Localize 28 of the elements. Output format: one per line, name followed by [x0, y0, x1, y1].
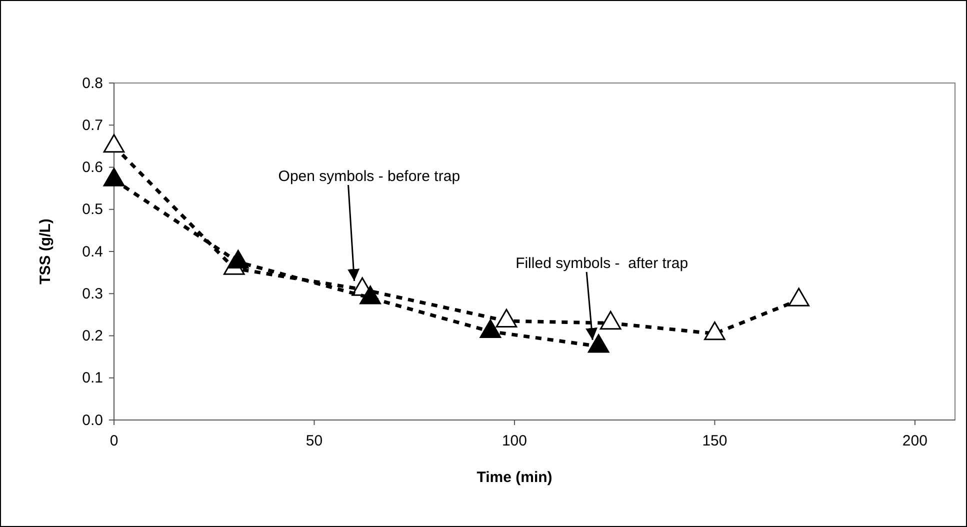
y-axis-title: TSS (g/L)	[37, 218, 54, 284]
point	[103, 168, 125, 186]
y-tick-label: 0.3	[82, 285, 103, 302]
point	[480, 319, 502, 338]
y-tick-label: 0.8	[82, 74, 103, 92]
y-tick-label: 0.4	[82, 243, 103, 260]
point	[600, 310, 622, 330]
x-axis-title: Time (min)	[476, 469, 552, 486]
point	[704, 321, 726, 340]
point	[588, 334, 610, 353]
y-tick-label: 0.2	[82, 328, 103, 345]
point	[496, 308, 518, 328]
point	[227, 250, 249, 268]
y-tick-label: 0.6	[82, 159, 103, 176]
point	[788, 288, 810, 306]
y-tick-label: 0.1	[82, 370, 103, 387]
x-tick-label: 150	[702, 432, 728, 450]
x-tick-label: 100	[502, 432, 527, 450]
point	[103, 134, 125, 153]
x-tick-label: 200	[902, 432, 928, 450]
annotation: Open symbols - before trap	[278, 168, 460, 185]
y-tick-label: 0.0	[82, 412, 103, 429]
annotation: Filled symbols - after trap	[516, 254, 688, 272]
point	[360, 286, 381, 304]
x-tick-label: 50	[306, 432, 323, 450]
x-tick-label: 0	[110, 432, 118, 450]
y-tick-label: 0.5	[82, 201, 103, 218]
y-tick-label: 0.7	[82, 116, 103, 134]
